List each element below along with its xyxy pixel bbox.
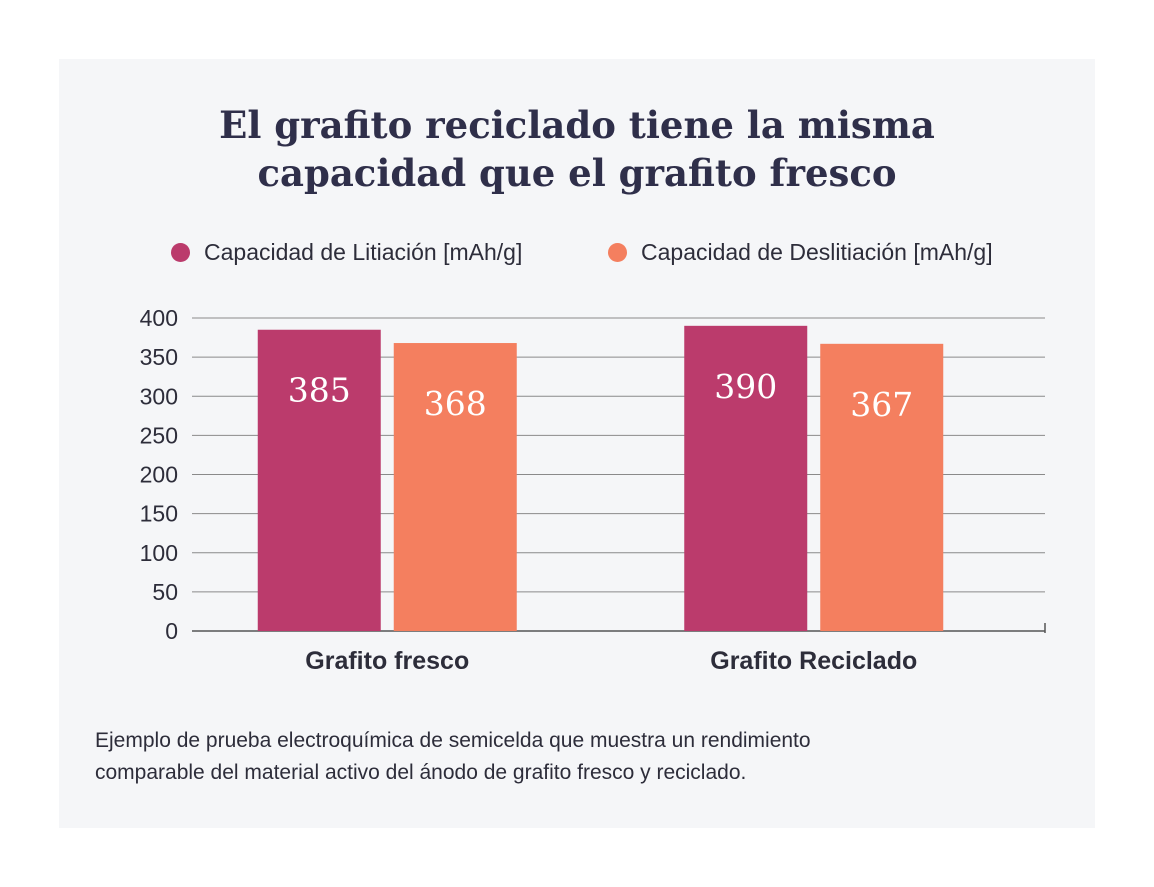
bar-deslitiacion (393, 343, 517, 631)
caption-line-1: Ejemplo de prueba electroquímica de semi… (95, 729, 811, 752)
chart-title-line-1: El grafito reciclado tiene la misma (219, 103, 935, 147)
bar-litiacion (684, 325, 808, 631)
chart-title-line-2: capacidad que el grafito fresco (257, 151, 897, 195)
y-tick-label: 50 (152, 579, 178, 605)
y-tick-label: 400 (140, 305, 178, 331)
y-tick-label: 0 (165, 618, 178, 644)
bar-chart: 0 50 100 150 200 250 300 350 400 385 368 Grafito fr… (140, 305, 1046, 675)
y-tick-label: 250 (140, 422, 178, 448)
legend-item-litiacion: Capacidad de Litiación [mAh/g] (171, 237, 522, 267)
bar-litiacion (257, 329, 381, 631)
chart-card: El grafito reciclado tiene la misma capa… (59, 59, 1095, 828)
data-label: 367 (850, 385, 913, 424)
caption-line-2: comparable del material activo del ánodo… (95, 761, 747, 784)
y-tick-label: 200 (140, 462, 178, 488)
x-category-label: Grafito fresco (305, 647, 469, 675)
y-tick-label: 350 (140, 344, 178, 370)
chart-legend: Capacidad de Litiación [mAh/g] Capacidad… (59, 237, 1095, 267)
data-label: 385 (288, 371, 351, 410)
x-category-label: Grafito Reciclado (710, 647, 917, 675)
chart-title: El grafito reciclado tiene la misma capa… (59, 101, 1095, 197)
legend-item-deslitiacion: Capacidad de Deslitiación [mAh/g] (608, 237, 993, 267)
bar-deslitiacion (820, 343, 944, 631)
y-tick-label: 300 (140, 383, 178, 409)
legend-swatch-litiacion (171, 242, 190, 262)
chart-caption: Ejemplo de prueba electroquímica de semi… (95, 725, 1055, 789)
y-tick-label: 150 (140, 501, 178, 527)
data-label: 390 (714, 367, 777, 406)
legend-label-litiacion: Capacidad de Litiación [mAh/g] (204, 238, 523, 265)
legend-swatch-deslitiacion (608, 242, 627, 262)
legend-label-deslitiacion: Capacidad de Deslitiación [mAh/g] (641, 238, 993, 265)
y-tick-label: 100 (140, 540, 178, 566)
data-label: 368 (424, 384, 487, 423)
